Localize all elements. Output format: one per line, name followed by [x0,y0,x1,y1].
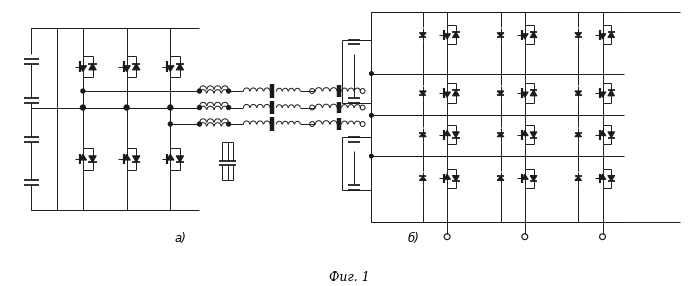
Polygon shape [176,156,184,162]
Circle shape [370,155,373,158]
Polygon shape [599,130,606,136]
Polygon shape [497,176,504,180]
Circle shape [81,89,85,93]
Polygon shape [452,132,459,138]
Polygon shape [133,63,140,70]
Polygon shape [444,130,451,136]
Polygon shape [521,174,528,179]
Circle shape [370,114,373,117]
Polygon shape [133,156,140,162]
Polygon shape [599,34,606,39]
Polygon shape [608,32,614,37]
Polygon shape [497,91,504,95]
Circle shape [198,89,201,93]
Polygon shape [497,33,504,37]
Polygon shape [419,133,426,137]
Polygon shape [419,176,426,180]
Polygon shape [521,92,528,97]
Polygon shape [575,176,582,180]
Circle shape [370,155,373,158]
Polygon shape [599,174,606,179]
Polygon shape [444,34,451,39]
Circle shape [168,122,172,126]
Polygon shape [123,154,130,160]
Polygon shape [530,132,537,138]
Polygon shape [123,66,130,72]
Polygon shape [599,92,606,97]
Circle shape [370,114,373,117]
Circle shape [370,155,373,158]
Circle shape [370,155,373,158]
Circle shape [226,89,231,93]
Polygon shape [452,176,459,181]
Polygon shape [89,156,96,162]
Polygon shape [419,91,426,95]
Text: а): а) [174,232,186,245]
Circle shape [226,122,231,126]
Circle shape [124,105,129,110]
Text: б): б) [408,232,419,245]
Polygon shape [166,66,174,72]
Polygon shape [166,154,174,160]
Polygon shape [575,133,582,137]
Polygon shape [521,130,528,136]
Text: Фиг. 1: Фиг. 1 [329,271,369,284]
Polygon shape [521,34,528,39]
Circle shape [370,72,373,75]
Circle shape [370,72,373,75]
Circle shape [370,114,373,117]
Polygon shape [608,90,614,96]
Polygon shape [530,90,537,96]
Polygon shape [79,154,87,160]
Polygon shape [452,32,459,37]
Polygon shape [89,63,96,70]
Circle shape [198,122,201,126]
Circle shape [370,114,373,117]
Circle shape [124,106,129,110]
Polygon shape [176,63,184,70]
Circle shape [370,72,373,75]
Polygon shape [608,176,614,181]
Polygon shape [530,32,537,37]
Polygon shape [575,91,582,95]
Polygon shape [608,132,614,138]
Polygon shape [444,92,451,97]
Circle shape [80,105,85,110]
Polygon shape [452,90,459,96]
Polygon shape [419,33,426,37]
Circle shape [198,106,201,110]
Circle shape [168,105,173,110]
Polygon shape [497,133,504,137]
Polygon shape [575,33,582,37]
Polygon shape [79,66,87,72]
Polygon shape [530,176,537,181]
Polygon shape [444,174,451,179]
Circle shape [226,106,231,110]
Circle shape [370,72,373,75]
